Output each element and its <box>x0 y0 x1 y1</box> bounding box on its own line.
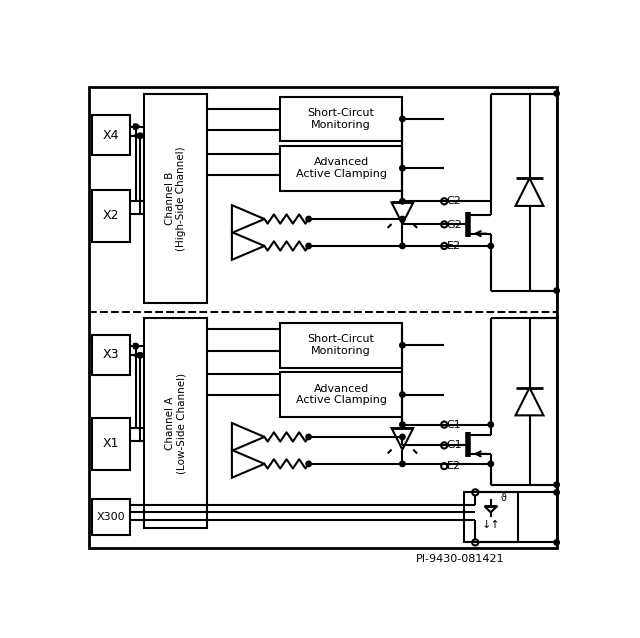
Circle shape <box>138 133 143 138</box>
Circle shape <box>400 392 405 397</box>
Bar <box>280 146 403 191</box>
Bar <box>280 96 403 141</box>
Polygon shape <box>232 205 264 233</box>
Text: Advanced
Active Clamping: Advanced Active Clamping <box>296 384 387 405</box>
Text: E2: E2 <box>447 461 461 471</box>
Circle shape <box>554 490 559 495</box>
Text: C2: C2 <box>447 197 461 206</box>
Text: X1: X1 <box>103 438 119 450</box>
Circle shape <box>400 434 405 440</box>
Text: Short-Circut
Monitoring: Short-Circut Monitoring <box>308 334 374 356</box>
Text: E2: E2 <box>447 241 461 251</box>
Circle shape <box>400 243 405 249</box>
Circle shape <box>488 461 493 466</box>
Bar <box>280 372 403 417</box>
Text: G2: G2 <box>447 220 462 230</box>
Circle shape <box>488 243 493 249</box>
Polygon shape <box>484 506 497 512</box>
Bar <box>92 498 130 535</box>
Text: Channel A
(Low-Side Channel): Channel A (Low-Side Channel) <box>164 373 186 473</box>
Bar <box>92 334 130 375</box>
Circle shape <box>554 482 559 487</box>
Bar <box>92 418 130 470</box>
Text: X300: X300 <box>97 512 125 522</box>
Text: X3: X3 <box>103 348 119 361</box>
Bar <box>463 493 518 542</box>
Bar <box>280 323 403 367</box>
Circle shape <box>400 165 405 171</box>
Text: Channel B
(High-Side Channel): Channel B (High-Side Channel) <box>164 146 186 251</box>
Bar <box>143 318 207 528</box>
Polygon shape <box>392 428 413 450</box>
Circle shape <box>400 343 405 348</box>
Circle shape <box>138 353 143 358</box>
Circle shape <box>554 288 559 293</box>
Circle shape <box>400 422 405 427</box>
Bar <box>92 189 130 242</box>
Text: ϑ: ϑ <box>500 493 506 503</box>
Text: PI-9430-081421: PI-9430-081421 <box>416 554 505 563</box>
Polygon shape <box>516 388 543 415</box>
Text: C1: C1 <box>447 420 461 431</box>
Circle shape <box>554 540 559 545</box>
Text: Advanced
Active Clamping: Advanced Active Clamping <box>296 158 387 179</box>
Text: ↓↑: ↓↑ <box>481 520 500 530</box>
Circle shape <box>400 198 405 204</box>
Polygon shape <box>232 423 264 451</box>
Circle shape <box>306 216 311 222</box>
Circle shape <box>554 91 559 96</box>
Bar <box>92 115 130 155</box>
Polygon shape <box>232 232 264 260</box>
Circle shape <box>400 216 405 222</box>
Text: X2: X2 <box>103 209 119 223</box>
Circle shape <box>400 461 405 466</box>
Circle shape <box>488 422 493 427</box>
Text: G1: G1 <box>447 440 462 450</box>
Polygon shape <box>232 450 264 478</box>
Circle shape <box>306 243 311 249</box>
Polygon shape <box>392 202 413 224</box>
Polygon shape <box>516 178 543 206</box>
Text: X4: X4 <box>103 129 119 142</box>
Circle shape <box>133 343 138 349</box>
Circle shape <box>306 434 311 440</box>
Text: Short-Circut
Monitoring: Short-Circut Monitoring <box>308 108 374 130</box>
Circle shape <box>133 124 138 130</box>
Circle shape <box>400 116 405 122</box>
Circle shape <box>306 461 311 466</box>
Bar <box>143 94 207 303</box>
